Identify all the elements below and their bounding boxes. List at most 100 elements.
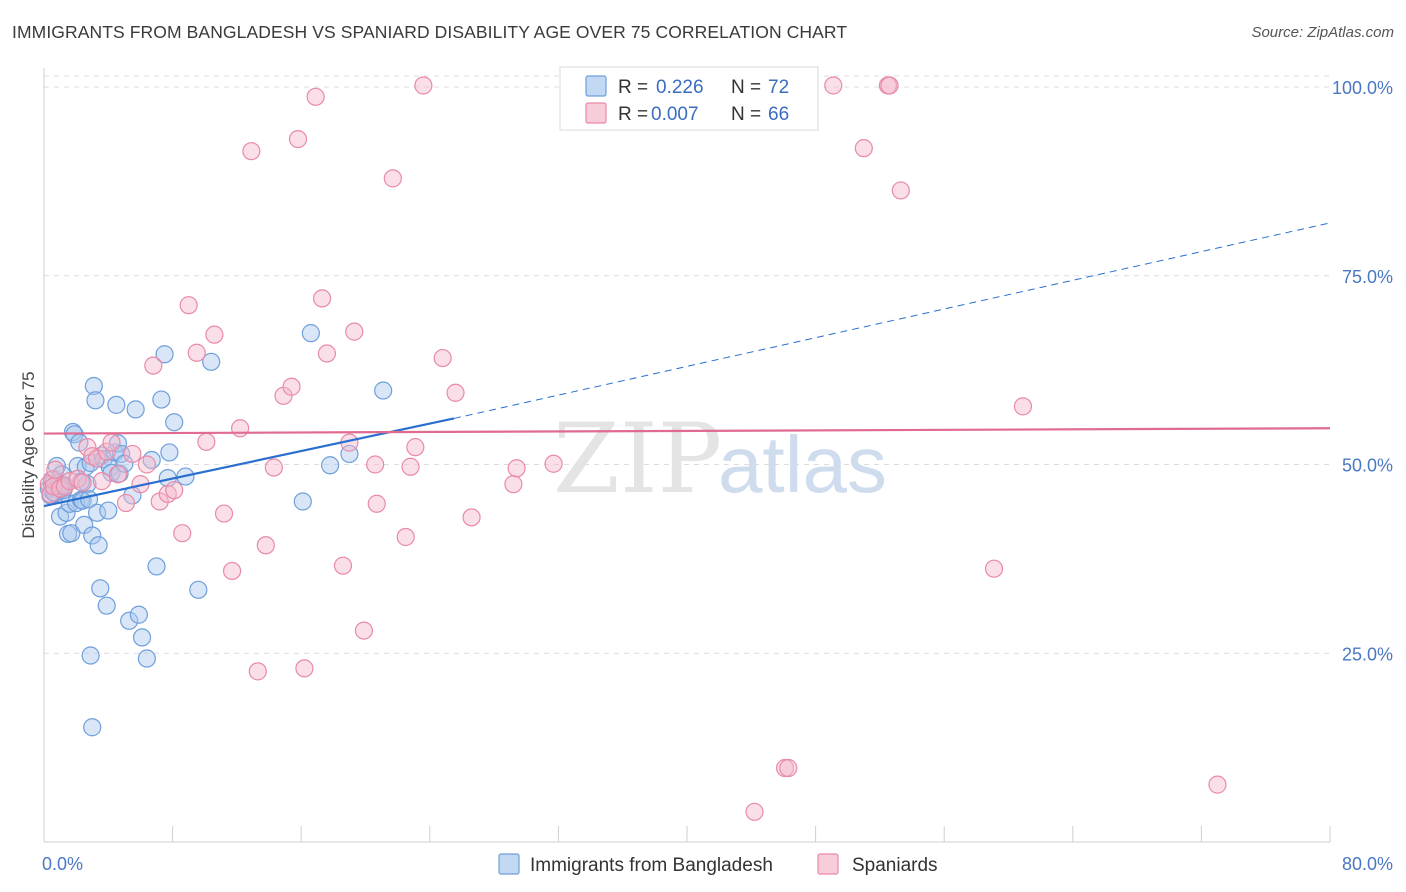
bangladesh-point-67 bbox=[83, 718, 102, 737]
legend-r-value-1: 0.007 bbox=[651, 104, 699, 125]
spaniards-point-32 bbox=[231, 419, 250, 438]
legend-n-value-1: 66 bbox=[768, 104, 789, 125]
spaniards-point-49 bbox=[367, 494, 386, 513]
spaniards-point-9 bbox=[73, 473, 92, 492]
legend-r-label-0: R = bbox=[618, 77, 648, 98]
spaniards-point-25 bbox=[173, 524, 192, 543]
spaniards-point-18 bbox=[123, 444, 142, 464]
spaniards-point-4 bbox=[46, 460, 65, 479]
bangladesh-point-65 bbox=[374, 381, 393, 400]
y-tick-label-25: 25.0% bbox=[1342, 644, 1393, 664]
bangladesh-point-40 bbox=[107, 395, 126, 414]
bottom-legend-swatch-bangladesh bbox=[498, 853, 520, 875]
trend-lines bbox=[43, 222, 1331, 508]
spaniards-point-34 bbox=[248, 662, 267, 681]
spaniards-point-28 bbox=[197, 432, 216, 451]
spaniards-point-20 bbox=[137, 455, 156, 474]
chart-title: IMMIGRANTS FROM BANGLADESH VS SPANIARD D… bbox=[12, 22, 848, 42]
spaniards-point-53 bbox=[406, 438, 425, 457]
spaniards-point-40 bbox=[295, 659, 314, 678]
spaniards-point-68 bbox=[984, 559, 1004, 578]
axes bbox=[43, 68, 1331, 843]
bangladesh-point-49 bbox=[132, 628, 152, 647]
series-bangladesh-points bbox=[39, 324, 393, 737]
spaniards-point-26 bbox=[179, 296, 198, 315]
spaniards-point-31 bbox=[222, 561, 242, 581]
bottom-legend-label-bangladesh: Immigrants from Bangladesh bbox=[530, 855, 773, 876]
bangladesh-point-48 bbox=[129, 605, 148, 624]
spaniards-point-60 bbox=[507, 459, 526, 478]
spaniards-point-33 bbox=[242, 142, 261, 161]
spaniards-point-38 bbox=[282, 377, 301, 396]
spaniards-point-46 bbox=[345, 322, 364, 341]
spaniards-point-71 bbox=[779, 758, 798, 778]
spaniards-point-35 bbox=[256, 536, 275, 555]
spaniards-point-30 bbox=[214, 504, 234, 523]
spaniards-point-64 bbox=[824, 76, 843, 95]
bottom-legend-label-spaniards: Spaniards bbox=[852, 855, 938, 876]
spaniards-point-61 bbox=[745, 802, 764, 821]
spaniards-point-14 bbox=[97, 442, 116, 461]
spaniards-point-15 bbox=[102, 433, 121, 452]
spaniards-point-29 bbox=[205, 325, 224, 344]
spaniards-point-48 bbox=[366, 455, 385, 474]
watermark: ZIP atlas bbox=[553, 403, 887, 515]
spaniards-point-24 bbox=[165, 481, 184, 500]
spaniards-point-13 bbox=[92, 472, 111, 491]
legend-n-value-0: 72 bbox=[768, 77, 789, 98]
spaniards-point-55 bbox=[433, 348, 452, 368]
bangladesh-point-14 bbox=[62, 524, 81, 543]
spaniards-point-72 bbox=[880, 76, 899, 95]
y-tick-label-75: 75.0% bbox=[1342, 267, 1393, 287]
spaniards-point-67 bbox=[891, 181, 910, 200]
spaniards-point-42 bbox=[312, 289, 332, 308]
spaniards-point-17 bbox=[116, 493, 136, 513]
trend-line-spaniards bbox=[43, 427, 1331, 435]
bangladesh-point-57 bbox=[165, 413, 184, 432]
bangladesh-point-50 bbox=[137, 649, 156, 668]
spaniards-point-59 bbox=[544, 454, 563, 473]
spaniards-point-11 bbox=[83, 447, 102, 466]
bangladesh-point-62 bbox=[301, 324, 320, 343]
bangladesh-point-60 bbox=[202, 352, 221, 371]
bangladesh-point-54 bbox=[155, 345, 174, 364]
bangladesh-point-66 bbox=[81, 646, 100, 665]
spaniards-point-52 bbox=[401, 457, 420, 476]
bangladesh-point-45 bbox=[120, 611, 139, 630]
x-tick-label-min: 0.0% bbox=[42, 854, 83, 874]
spaniards-point-44 bbox=[333, 556, 353, 575]
x-tick-label-max: 80.0% bbox=[1342, 854, 1393, 874]
bangladesh-point-28 bbox=[84, 376, 103, 396]
spaniards-point-56 bbox=[446, 383, 465, 402]
spaniards-point-66 bbox=[854, 139, 873, 158]
legend-n-label-1: N = bbox=[731, 104, 761, 125]
bangladesh-point-59 bbox=[189, 580, 208, 599]
bangladesh-point-35 bbox=[97, 596, 116, 615]
legend-bottom: Immigrants from Bangladesh Spaniards bbox=[498, 853, 938, 876]
y-tick-label-100: 100.0% bbox=[1332, 78, 1393, 98]
legend-swatch-spaniards bbox=[585, 102, 607, 124]
legend-r-label-1: R = bbox=[618, 104, 648, 125]
spaniards-point-27 bbox=[187, 343, 206, 362]
y-tick-label-50: 50.0% bbox=[1342, 456, 1393, 476]
series-spaniards-points bbox=[39, 76, 1227, 821]
y-axis-label: Disability Age Over 75 bbox=[19, 371, 38, 538]
bangladesh-point-53 bbox=[152, 390, 171, 409]
spaniards-point-5 bbox=[50, 479, 70, 498]
source-label: Source: ZipAtlas.com bbox=[1251, 24, 1394, 41]
bangladesh-point-27 bbox=[83, 526, 102, 545]
bangladesh-point-30 bbox=[87, 503, 107, 522]
legend-n-label-0: N = bbox=[731, 77, 761, 98]
spaniards-point-36 bbox=[264, 458, 283, 477]
bangladesh-point-29 bbox=[86, 391, 105, 410]
bangladesh-point-52 bbox=[147, 557, 166, 576]
legend-r-value-0: 0.226 bbox=[656, 77, 704, 98]
bangladesh-point-42 bbox=[110, 464, 129, 483]
spaniards-point-54 bbox=[414, 76, 433, 95]
bangladesh-point-61 bbox=[293, 492, 312, 511]
spaniards-point-51 bbox=[396, 527, 415, 547]
spaniards-point-12 bbox=[87, 449, 107, 468]
spaniards-point-58 bbox=[504, 475, 523, 494]
bangladesh-point-36 bbox=[99, 501, 118, 520]
